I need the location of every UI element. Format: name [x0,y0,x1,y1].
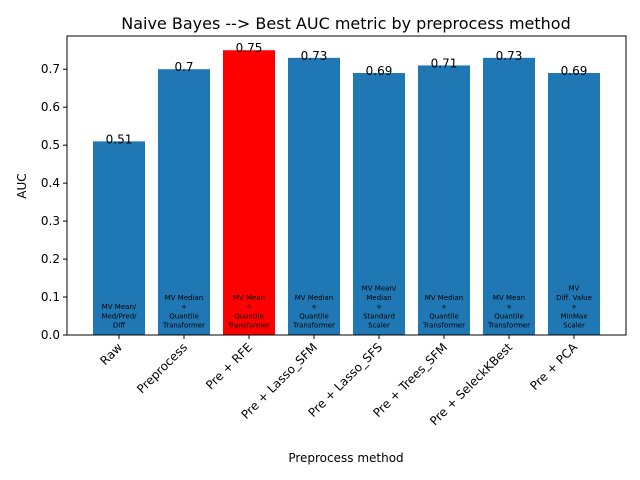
bar [223,50,275,335]
annotation-line: Quantile [169,312,199,320]
annotation-line: MV Mean/ [362,285,397,293]
bar-annotation: MV Mean + Quantile Transformer [227,294,270,330]
x-tick-label: Pre + PCA [527,340,580,393]
annotation-line: Transformer [162,322,205,330]
plot-frame [66,35,627,336]
y-tick-label: 0.5 [41,138,60,152]
bar-annotation: MV Median + Quantile Transformer [422,294,465,330]
value-label: 0.7 [174,60,193,74]
annotation-line: MV Median [295,294,334,302]
value-label: 0.51 [106,132,133,146]
annotation-line: MV Median [425,294,464,302]
bar [418,65,470,335]
annotation-line: MinMax [561,312,588,320]
annotation-line: Quantile [494,312,524,320]
bar [158,69,210,335]
x-tick-label: Preprocess [134,340,190,396]
annotation-line: Quantile [234,312,264,320]
annotation-line: MV Mean [493,294,525,302]
bar [483,57,535,335]
y-tick-label: 0.6 [41,100,60,114]
annotation-line: Transformer [422,322,465,330]
bar-annotation: MV Diff. Value + MinMax Scaler [556,285,592,330]
annotation-line: + [181,303,187,311]
bar-annotation: MV Mean/Median + Standard Scaler [362,285,397,330]
annotation-line: MV [569,285,580,293]
bar [93,141,145,335]
annotation-line: + [506,303,512,311]
x-tick-label: Pre + RFE [203,340,255,392]
annotation-line: Transformer [292,322,335,330]
value-label: 0.75 [236,41,263,55]
annotation-line: MV Median [165,294,204,302]
value-label: 0.71 [431,56,458,70]
annotation-line: Scaler [563,322,585,330]
x-tick-label: Raw [97,340,125,368]
bar [353,73,405,336]
bar-annotation: MV Median + Quantile Transformer [162,294,205,330]
annotation-line: Quantile [299,312,329,320]
annotation-line: MV Mean/ [102,303,137,311]
annotation-line: Scaler [368,322,390,330]
annotation-line: Diff. Value [556,294,592,302]
annotation-line: Median [366,294,391,302]
y-tick-label: 0.7 [41,62,60,76]
bar-annotation: MV Mean/Med/Pred/Diff [101,303,137,329]
y-tick-label: 0.1 [41,290,60,304]
annotation-line: + [571,303,577,311]
y-axis-label: AUC [15,173,29,198]
bars [93,50,600,336]
annotation-line: MV Mean [233,294,265,302]
annotation-line: + [311,303,317,311]
annotation-line: Transformer [487,322,530,330]
annotation-line: + [246,303,252,311]
value-label: 0.69 [561,64,588,78]
y-tick-label: 0.3 [41,214,60,228]
bar-annotation: MV Mean + Quantile Transformer [487,294,530,330]
annotation-line: + [441,303,447,311]
annotation-line: + [376,303,382,311]
bar [288,57,340,335]
x-axis-label: Preprocess method [288,451,403,465]
y-tick-label: 0.4 [41,176,60,190]
bar-annotation: MV Median + Quantile Transformer [292,294,335,330]
y-tick-label: 0.2 [41,252,60,266]
chart-title: Naive Bayes --> Best AUC metric by prepr… [121,14,571,33]
annotation-line: Quantile [429,312,459,320]
value-label: 0.73 [496,49,523,63]
value-labels: 0.51 0.7 0.75 0.73 0.69 0.71 0.73 0.69 [106,41,588,146]
y-axis: 0.0 0.1 0.2 0.3 0.4 0.5 0.6 0.7 [41,62,67,342]
annotation-line: Med/Pred/ [101,312,137,320]
annotation-line: Standard [363,312,395,320]
bar [548,73,600,336]
value-label: 0.69 [366,64,393,78]
value-label: 0.73 [301,49,328,63]
annotation-line: Transformer [227,322,270,330]
annotation-line: Diff [113,322,125,330]
y-tick-label: 0.0 [41,328,60,342]
